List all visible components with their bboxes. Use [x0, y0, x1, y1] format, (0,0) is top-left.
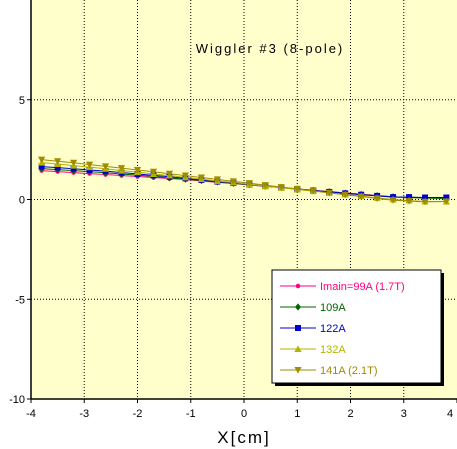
- x-tick-label: 3: [401, 408, 407, 420]
- data-point: [149, 168, 158, 176]
- data-point: [442, 198, 450, 206]
- data-point: [294, 367, 302, 374]
- x-tick-label: 2: [347, 408, 353, 420]
- data-point: [117, 165, 126, 172]
- data-point: [421, 198, 429, 206]
- data-point: [70, 159, 78, 167]
- data-point: [389, 197, 397, 204]
- data-point: [295, 325, 301, 331]
- data-point: [325, 189, 333, 197]
- x-tick-label: 1: [294, 408, 300, 420]
- x-tick-label: 0: [241, 408, 247, 420]
- data-point: [357, 193, 365, 201]
- data-point: [181, 172, 190, 180]
- axes: [27, 0, 457, 403]
- data-point: [277, 184, 285, 191]
- series-group: [38, 156, 450, 206]
- data-point: [294, 345, 302, 352]
- series-line: [41, 162, 447, 202]
- x-tick-label: 4: [447, 408, 453, 420]
- x-tick-label: -3: [79, 408, 89, 420]
- data-point: [422, 194, 429, 201]
- data-point: [405, 198, 413, 205]
- legend-label: 132A: [320, 344, 346, 356]
- y-tick-label: 0: [19, 195, 25, 207]
- legend-box: [271, 269, 442, 384]
- data-point: [133, 166, 142, 174]
- y-tick-label: 5: [19, 95, 25, 107]
- x-tick-label: -4: [26, 408, 36, 420]
- x-tick-label: -1: [186, 408, 196, 420]
- data-point: [295, 303, 301, 311]
- data-point: [293, 185, 301, 193]
- data-point: [38, 156, 46, 164]
- data-point: [341, 191, 349, 199]
- data-point: [373, 195, 381, 203]
- x-tick-label: -2: [133, 408, 143, 420]
- data-point: [295, 283, 301, 289]
- legend-label: 122A: [320, 323, 346, 335]
- data-point: [54, 164, 61, 171]
- data-point: [101, 163, 110, 170]
- data-point: [165, 170, 174, 178]
- legend-label: 109A: [320, 302, 346, 314]
- data-point: [54, 158, 62, 165]
- x-axis-label: X[cm]: [217, 428, 270, 447]
- y-tick-label: -5: [15, 294, 25, 306]
- data-point: [229, 178, 237, 185]
- y-tick-label: -10: [9, 394, 25, 406]
- series-line: [41, 159, 447, 203]
- data-point: [309, 187, 317, 195]
- chart-title: Wiggler #3 (8-pole): [196, 41, 345, 56]
- data-point: [261, 182, 269, 189]
- data-point: [197, 174, 205, 182]
- legend-label: Imain=99A (1.7T): [320, 281, 405, 293]
- data-point: [245, 180, 253, 187]
- series: [38, 156, 450, 206]
- data-point: [70, 165, 77, 172]
- data-point: [38, 163, 45, 170]
- tick-labels: -4 -3 -2 -1 0 1 2 3 4-10-505: [9, 95, 453, 420]
- legend: Imain=99A (1.7T) 109A 122A 132A 141A (2.1T): [271, 269, 444, 386]
- data-point: [85, 161, 94, 169]
- legend-label: 141A (2.1T): [320, 365, 377, 377]
- data-point: [443, 194, 450, 201]
- data-point: [213, 176, 221, 183]
